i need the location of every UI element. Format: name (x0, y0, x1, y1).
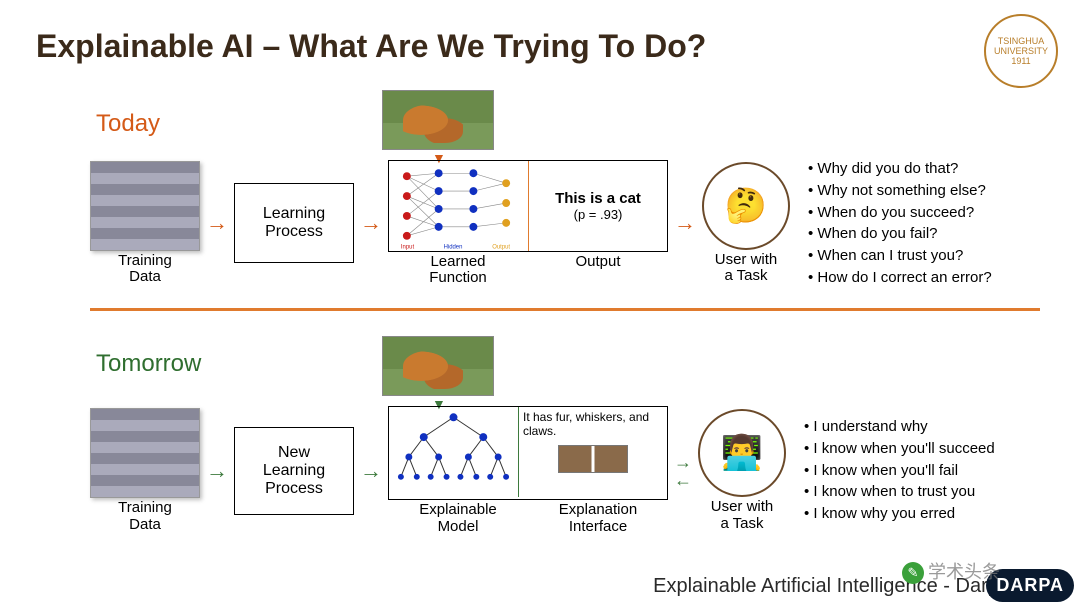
learning-process-box: Learning Process (234, 183, 354, 263)
list-item: I know when to trust you (804, 481, 995, 503)
learning-process-label: Learning Process (263, 205, 325, 241)
university-logo: TSINGHUA UNIVERSITY 1911 (984, 14, 1058, 88)
arrow-icon: → (360, 210, 382, 236)
user-caption: User with a Task (715, 252, 778, 285)
list-item: I know why you erred (804, 503, 995, 525)
section-divider (90, 308, 1040, 311)
tomorrow-heading: Tomorrow (96, 350, 201, 378)
output-box: This is a cat (p = .93) (529, 161, 667, 251)
wechat-icon: ✎ (902, 562, 924, 584)
list-item: I understand why (804, 416, 995, 438)
interface-caption: Explanation Interface (528, 502, 668, 535)
list-item: Why not something else? (808, 180, 992, 202)
decision-tree-icon (389, 407, 519, 497)
model-interface-box: It has fur, whiskers, and claws. (388, 406, 668, 500)
svg-text:Input: Input (401, 244, 415, 250)
neural-net-icon: Input Hidden Output (389, 161, 529, 251)
tomorrow-statements: I understand whyI know when you'll succe… (804, 416, 995, 525)
learned-caption: Learned Function (388, 254, 528, 287)
user-block-today: 🤔 User with a Task (702, 162, 790, 285)
training-caption: Training Data (118, 253, 172, 286)
arrow-icon: → (206, 210, 228, 236)
learned-output-group: Input Hidden Output This is a cat (p = .… (388, 160, 668, 287)
svg-text:Output: Output (492, 244, 510, 250)
training-caption: Training Data (118, 500, 172, 533)
training-data-block: Training Data (90, 161, 200, 286)
list-item: I know when you'll succeed (804, 438, 995, 460)
explanation-interface-box: It has fur, whiskers, and claws. (519, 407, 667, 499)
list-item: Why did you do that? (808, 158, 992, 180)
new-learning-process-box: New Learning Process (234, 427, 354, 515)
model-caption: Explainable Model (388, 502, 528, 535)
watermark-text: 学术头条 (928, 562, 1000, 582)
today-heading: Today (96, 110, 160, 138)
happy-user-icon: 👨‍💻 (698, 409, 786, 497)
watermark: ✎学术头条 (902, 558, 1000, 584)
explanation-text: It has fur, whiskers, and claws. (519, 407, 667, 443)
today-questions: Why did you do that?Why not something el… (808, 158, 992, 289)
page-title: Explainable AI – What Are We Trying To D… (36, 28, 706, 65)
arrow-icon: → (360, 458, 382, 484)
training-data-block: Training Data (90, 408, 200, 533)
svg-text:Hidden: Hidden (444, 244, 463, 250)
cat-image-today (382, 90, 494, 150)
cat-image-tomorrow (382, 336, 494, 396)
tomorrow-row: Training Data → New Learning Process → (90, 406, 1040, 535)
list-item: How do I correct an error? (808, 267, 992, 289)
list-item: When can I trust you? (808, 245, 992, 267)
confused-user-icon: 🤔 (702, 162, 790, 250)
bidir-arrow-icon: →← (674, 453, 692, 489)
new-learning-process-label: New Learning Process (263, 444, 325, 498)
training-images-icon (90, 161, 200, 251)
arrow-icon: → (674, 210, 696, 236)
cat-ears-image-icon (558, 445, 628, 473)
arrow-icon: → (206, 458, 228, 484)
list-item: When do you fail? (808, 223, 992, 245)
output-main-text: This is a cat (555, 190, 641, 207)
output-caption: Output (528, 254, 668, 287)
training-images-icon (90, 408, 200, 498)
learned-output-box: Input Hidden Output This is a cat (p = .… (388, 160, 668, 252)
list-item: When do you succeed? (808, 202, 992, 224)
output-sub-text: (p = .93) (574, 207, 623, 222)
today-row: Training Data → Learning Process → (90, 158, 1040, 289)
user-caption: User with a Task (711, 499, 774, 532)
model-interface-group: It has fur, whiskers, and claws. Explain… (388, 406, 668, 535)
list-item: I know when you'll fail (804, 460, 995, 482)
user-block-tomorrow: 👨‍💻 User with a Task (698, 409, 786, 532)
